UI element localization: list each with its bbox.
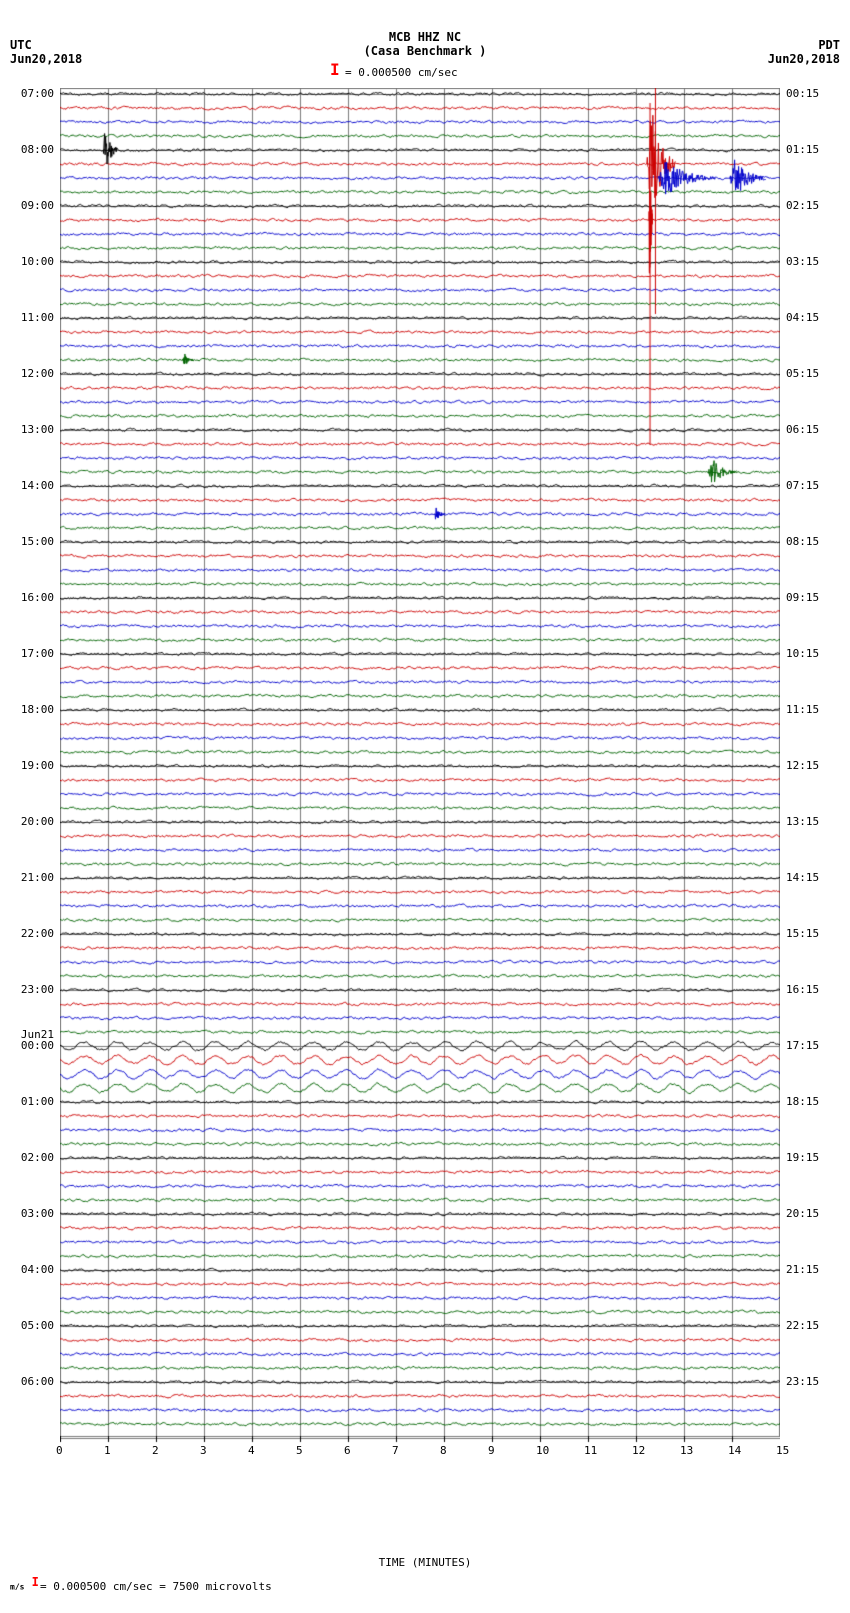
utc-time-label: 09:00 [6,199,54,212]
x-tick-label: 10 [536,1444,549,1457]
seismograph-container: MCB HHZ NC (Casa Benchmark ) I = 0.00050… [0,0,850,1613]
utc-time-label: 21:00 [6,871,54,884]
utc-time-label: 08:00 [6,143,54,156]
utc-time-label: 16:00 [6,591,54,604]
x-tick-label: 7 [392,1444,399,1457]
utc-time-label: 00:00 [6,1039,54,1052]
pdt-time-label: 15:15 [786,927,819,940]
scale-value: = 0.000500 cm/sec [345,66,458,79]
utc-time-label: 03:00 [6,1207,54,1220]
utc-time-label: 15:00 [6,535,54,548]
utc-time-label: 07:00 [6,87,54,100]
utc-time-label: 10:00 [6,255,54,268]
footer-scale-text: = 0.000500 cm/sec = 7500 microvolts [40,1580,272,1593]
x-tick-label: 6 [344,1444,351,1457]
pdt-time-label: 14:15 [786,871,819,884]
pdt-time-label: 16:15 [786,983,819,996]
utc-time-label: 13:00 [6,423,54,436]
x-tick-label: 2 [152,1444,159,1457]
x-axis-label: TIME (MINUTES) [379,1556,472,1569]
x-tick-label: 4 [248,1444,255,1457]
x-tick-label: 13 [680,1444,693,1457]
pdt-time-label: 04:15 [786,311,819,324]
pdt-time-label: 20:15 [786,1207,819,1220]
pdt-time-label: 05:15 [786,367,819,380]
utc-time-label: 05:00 [6,1319,54,1332]
right-date: Jun20,2018 [768,52,840,66]
x-tick-label: 3 [200,1444,207,1457]
pdt-time-label: 23:15 [786,1375,819,1388]
pdt-time-label: 19:15 [786,1151,819,1164]
pdt-time-label: 09:15 [786,591,819,604]
station-id: MCB HHZ NC [389,30,461,44]
x-tick-label: 1 [104,1444,111,1457]
pdt-time-label: 08:15 [786,535,819,548]
utc-time-label: 12:00 [6,367,54,380]
utc-time-label: 11:00 [6,311,54,324]
left-timezone: UTC [10,38,32,52]
utc-time-label: 19:00 [6,759,54,772]
x-tick-label: 11 [584,1444,597,1457]
utc-time-label: 02:00 [6,1151,54,1164]
utc-time-label: 22:00 [6,927,54,940]
pdt-time-label: 00:15 [786,87,819,100]
x-tick-label: 12 [632,1444,645,1457]
x-tick-label: 15 [776,1444,789,1457]
utc-time-label: 23:00 [6,983,54,996]
utc-time-label: 01:00 [6,1095,54,1108]
pdt-time-label: 01:15 [786,143,819,156]
pdt-time-label: 11:15 [786,703,819,716]
utc-time-label: 20:00 [6,815,54,828]
pdt-time-label: 17:15 [786,1039,819,1052]
pdt-time-label: 13:15 [786,815,819,828]
pdt-time-label: 10:15 [786,647,819,660]
utc-time-label: 14:00 [6,479,54,492]
pdt-time-label: 12:15 [786,759,819,772]
pdt-time-label: 07:15 [786,479,819,492]
pdt-time-label: 02:15 [786,199,819,212]
pdt-time-label: 06:15 [786,423,819,436]
left-date: Jun20,2018 [10,52,82,66]
utc-time-label: 04:00 [6,1263,54,1276]
pdt-time-label: 22:15 [786,1319,819,1332]
scale-bar-icon: I [330,60,340,79]
station-location: (Casa Benchmark ) [364,44,487,58]
utc-time-label: 18:00 [6,703,54,716]
seismograph-plot [60,88,780,1531]
x-tick-label: 9 [488,1444,495,1457]
pdt-time-label: 21:15 [786,1263,819,1276]
right-timezone: PDT [818,38,840,52]
x-tick-label: 14 [728,1444,741,1457]
pdt-time-label: 18:15 [786,1095,819,1108]
pdt-time-label: 03:15 [786,255,819,268]
x-tick-label: 0 [56,1444,63,1457]
x-tick-label: 5 [296,1444,303,1457]
utc-time-label: 17:00 [6,647,54,660]
utc-time-label: 06:00 [6,1375,54,1388]
footer-scale-icon: m/s I [10,1575,39,1591]
x-tick-label: 8 [440,1444,447,1457]
